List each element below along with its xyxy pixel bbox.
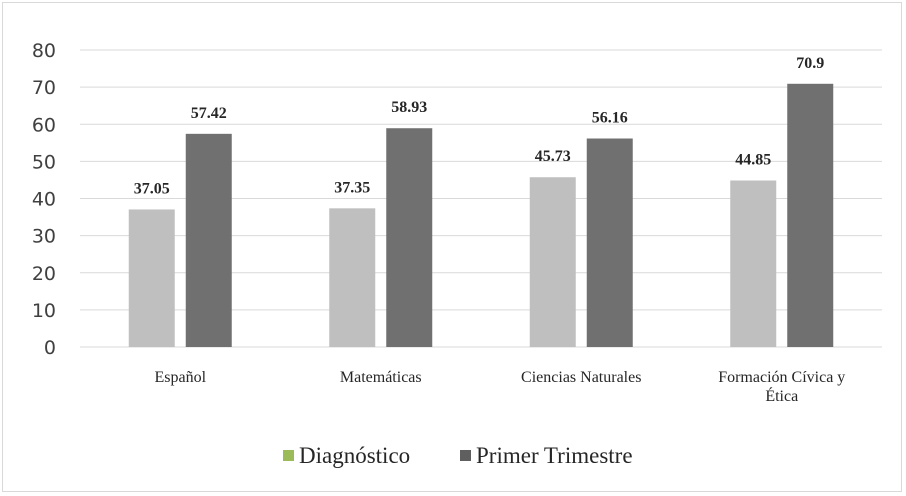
bar-diagnostico <box>529 177 576 347</box>
data-label: 37.35 <box>334 179 370 196</box>
data-label: 70.9 <box>796 55 824 72</box>
x-tick-label: Ciencias Naturales <box>521 369 641 386</box>
bar-diagnostico <box>730 180 777 347</box>
legend-label: Primer Trimestre <box>476 443 633 468</box>
bar-primer-trimestre <box>386 128 433 347</box>
bar-diagnostico <box>329 208 376 347</box>
legend-label: Diagnóstico <box>299 443 410 468</box>
bar-primer-trimestre <box>185 133 232 347</box>
y-tick-label: 40 <box>32 189 56 211</box>
data-label: 57.42 <box>191 105 227 122</box>
bar-primer-trimestre <box>586 138 633 347</box>
legend: Diagnóstico Primer Trimestre <box>283 443 633 468</box>
y-tick-label: 70 <box>32 77 56 99</box>
y-axis: 0 10 20 30 40 50 60 70 80 <box>32 40 56 359</box>
x-axis: Español Matemáticas Ciencias Naturales Form… <box>154 369 845 405</box>
y-tick-label: 60 <box>32 114 56 136</box>
bar-diagnostico <box>128 209 175 347</box>
x-tick-label: Ética <box>765 386 798 405</box>
y-tick-label: 50 <box>32 151 56 173</box>
x-tick-label: Matemáticas <box>340 369 422 386</box>
bars <box>128 83 834 347</box>
x-tick-label: Formación Cívica y <box>718 369 845 386</box>
data-label: 58.93 <box>391 99 427 116</box>
data-label: 37.05 <box>134 180 170 197</box>
y-tick-label: 10 <box>32 300 56 322</box>
y-tick-label: 20 <box>32 263 56 285</box>
x-tick-label: Español <box>154 369 206 386</box>
bar-primer-trimestre <box>787 83 834 347</box>
legend-swatch <box>283 450 294 461</box>
legend-swatch <box>460 450 471 461</box>
y-tick-label: 0 <box>44 337 56 359</box>
data-label: 56.16 <box>592 110 628 127</box>
y-tick-label: 80 <box>32 40 56 62</box>
data-label: 45.73 <box>535 148 571 165</box>
data-label: 44.85 <box>735 151 771 168</box>
y-tick-label: 30 <box>32 226 56 248</box>
data-labels: 37.05 57.42 37.35 58.93 45.73 56.16 44.85 70.9 <box>134 55 825 198</box>
